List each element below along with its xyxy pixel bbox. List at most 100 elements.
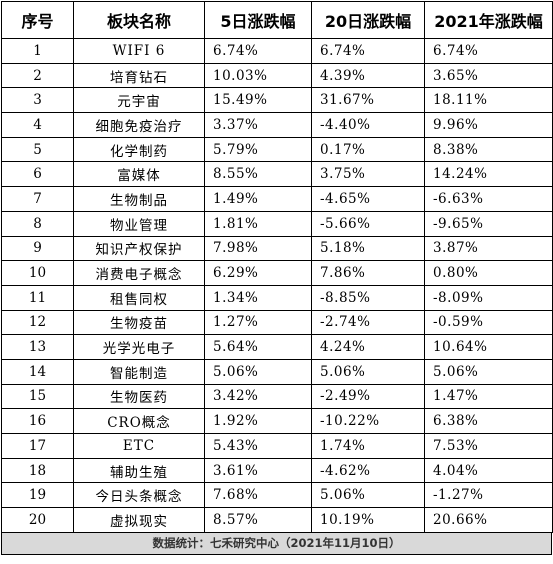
header-row: 序号 板块名称 5日涨跌幅 20日涨跌幅 2021年涨跌幅 <box>1 1 553 39</box>
change-20day: -4.62% <box>311 457 425 484</box>
table-row: 8 物业管理 1.81% -5.66% -9.65% <box>1 210 553 237</box>
change-2021: -6.63% <box>424 186 553 212</box>
source-footer: 数据统计：七禾研究中心（2021年11月10日） <box>1 532 552 555</box>
sector-name: 生物医药 <box>73 383 205 410</box>
change-2021: 10.64% <box>424 334 553 360</box>
sector-name: 光学光电子 <box>73 334 205 360</box>
change-20day: 0.17% <box>311 136 425 163</box>
row-index: 19 <box>1 482 74 509</box>
change-20day: -2.74% <box>311 309 425 336</box>
change-20day: -5.66% <box>311 210 425 237</box>
change-2021: 20.66% <box>424 507 553 533</box>
change-5day: 5.43% <box>204 433 312 459</box>
change-5day: 6.29% <box>204 260 312 286</box>
header-5day-change: 5日涨跌幅 <box>204 1 312 39</box>
change-2021: -9.65% <box>424 210 553 237</box>
sector-name: 消费电子概念 <box>73 260 205 286</box>
change-2021: 3.65% <box>424 62 553 89</box>
change-5day: 5.64% <box>204 334 312 360</box>
row-index: 11 <box>1 284 74 311</box>
sector-name: 培育钻石 <box>73 62 205 89</box>
change-2021: -0.59% <box>424 309 553 336</box>
change-20day: 7.86% <box>311 260 425 286</box>
table-row: 3 元宇宙 15.49% 31.67% 18.11% <box>1 87 553 114</box>
table-row: 19 今日头条概念 7.68% 5.06% -1.27% <box>1 482 553 509</box>
change-5day: 3.42% <box>204 383 312 410</box>
change-5day: 8.55% <box>204 161 312 188</box>
table-row: 4 细胞免疫治疗 3.37% -4.40% 9.96% <box>1 112 553 138</box>
change-20day: 5.06% <box>311 358 425 385</box>
sector-name: WIFI 6 <box>73 38 205 64</box>
table-row: 20 虚拟现实 8.57% 10.19% 20.66% <box>1 507 553 533</box>
change-2021: 7.53% <box>424 433 553 459</box>
change-2021: 3.87% <box>424 235 553 262</box>
change-2021: -8.09% <box>424 284 553 311</box>
table-row: 14 智能制造 5.06% 5.06% 5.06% <box>1 358 553 385</box>
table-row: 11 租售同权 1.34% -8.85% -8.09% <box>1 284 553 311</box>
header-20day-change: 20日涨跌幅 <box>311 1 425 39</box>
change-20day: 5.18% <box>311 235 425 262</box>
row-index: 5 <box>1 136 74 163</box>
row-index: 17 <box>1 433 74 459</box>
change-20day: -8.85% <box>311 284 425 311</box>
row-index: 16 <box>1 408 74 434</box>
change-20day: -10.22% <box>311 408 425 434</box>
row-index: 1 <box>1 38 74 64</box>
sector-name: 细胞免疫治疗 <box>73 112 205 138</box>
change-2021: 9.96% <box>424 112 553 138</box>
sector-name: 生物制品 <box>73 186 205 212</box>
change-20day: 10.19% <box>311 507 425 533</box>
table-row: 7 生物制品 1.49% -4.65% -6.63% <box>1 186 553 212</box>
sector-name: 物业管理 <box>73 210 205 237</box>
change-20day: 3.75% <box>311 161 425 188</box>
header-2021-change: 2021年涨跌幅 <box>424 1 553 39</box>
row-index: 2 <box>1 62 74 89</box>
sector-name: 智能制造 <box>73 358 205 385</box>
change-20day: -4.65% <box>311 186 425 212</box>
sector-name: 租售同权 <box>73 284 205 311</box>
row-index: 13 <box>1 334 74 360</box>
table-row: 5 化学制药 5.79% 0.17% 8.38% <box>1 136 553 163</box>
row-index: 9 <box>1 235 74 262</box>
row-index: 14 <box>1 358 74 385</box>
change-20day: -4.40% <box>311 112 425 138</box>
change-20day: 5.06% <box>311 482 425 509</box>
row-index: 20 <box>1 507 74 533</box>
sector-name: 富媒体 <box>73 161 205 188</box>
change-20day: 4.24% <box>311 334 425 360</box>
table-row: 12 生物疫苗 1.27% -2.74% -0.59% <box>1 309 553 336</box>
change-2021: 6.38% <box>424 408 553 434</box>
change-20day: 4.39% <box>311 62 425 89</box>
change-2021: 8.38% <box>424 136 553 163</box>
row-index: 4 <box>1 112 74 138</box>
change-5day: 1.81% <box>204 210 312 237</box>
change-5day: 1.27% <box>204 309 312 336</box>
change-5day: 5.06% <box>204 358 312 385</box>
table-row: 9 知识产权保护 7.98% 5.18% 3.87% <box>1 235 553 262</box>
row-index: 8 <box>1 210 74 237</box>
row-index: 3 <box>1 87 74 114</box>
row-index: 12 <box>1 309 74 336</box>
change-5day: 1.34% <box>204 284 312 311</box>
change-5day: 3.37% <box>204 112 312 138</box>
header-sector-name: 板块名称 <box>73 1 205 39</box>
change-2021: 5.06% <box>424 358 553 385</box>
table-row: 17 ETC 5.43% 1.74% 7.53% <box>1 433 553 459</box>
change-2021: 0.80% <box>424 260 553 286</box>
change-2021: 14.24% <box>424 161 553 188</box>
sector-name: CRO概念 <box>73 408 205 434</box>
change-20day: -2.49% <box>311 383 425 410</box>
sector-name: 知识产权保护 <box>73 235 205 262</box>
sector-performance-table: 序号 板块名称 5日涨跌幅 20日涨跌幅 2021年涨跌幅 1 WIFI 6 6.7… <box>1 1 553 533</box>
table-row: 16 CRO概念 1.92% -10.22% 6.38% <box>1 408 553 434</box>
change-20day: 6.74% <box>311 38 425 64</box>
change-20day: 1.74% <box>311 433 425 459</box>
row-index: 18 <box>1 457 74 484</box>
change-20day: 31.67% <box>311 87 425 114</box>
table-row: 15 生物医药 3.42% -2.49% 1.47% <box>1 383 553 410</box>
row-index: 15 <box>1 383 74 410</box>
sector-name: 生物疫苗 <box>73 309 205 336</box>
table-row: 6 富媒体 8.55% 3.75% 14.24% <box>1 161 553 188</box>
change-5day: 1.92% <box>204 408 312 434</box>
